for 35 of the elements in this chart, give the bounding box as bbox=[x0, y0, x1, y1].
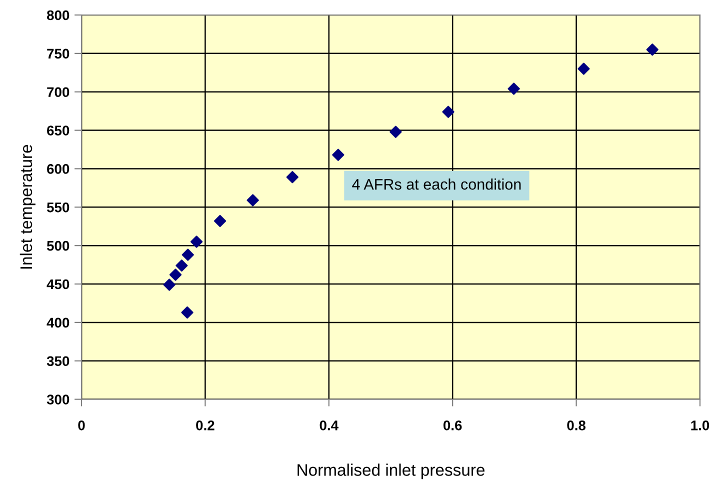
point bbox=[214, 214, 226, 228]
x-tick-label: 0.4 bbox=[320, 420, 338, 430]
y-axis-title: Inlet temperature bbox=[20, 144, 36, 269]
y-tick-label: 800 bbox=[46, 10, 70, 20]
y-tick-label: 450 bbox=[46, 279, 70, 290]
x-tick-label: 1.0 bbox=[691, 420, 710, 430]
point bbox=[176, 259, 188, 272]
y-tick-label: 500 bbox=[46, 240, 70, 251]
y-tick-label: 550 bbox=[46, 202, 70, 212]
point bbox=[182, 248, 194, 261]
x-tick-label: 0.8 bbox=[567, 420, 586, 430]
x-tick-label: 0 bbox=[78, 420, 85, 430]
point bbox=[190, 236, 203, 248]
point bbox=[246, 194, 259, 206]
point bbox=[181, 306, 194, 319]
point bbox=[169, 268, 182, 281]
y-tick-label: 600 bbox=[47, 164, 70, 174]
point bbox=[286, 171, 298, 184]
x-tick-label: 0.2 bbox=[196, 420, 214, 430]
x-tick-label: 0.6 bbox=[443, 420, 462, 430]
y-tick-label: 350 bbox=[46, 356, 70, 366]
y-tick-label: 750 bbox=[47, 48, 70, 59]
x-axis-title: Normalised inlet pressure bbox=[298, 464, 484, 480]
point bbox=[578, 62, 590, 75]
y-tick-label: 650 bbox=[47, 126, 70, 136]
point bbox=[646, 44, 658, 56]
point bbox=[508, 82, 520, 95]
annotation: 4 AFRs at each condition bbox=[352, 178, 521, 190]
y-tick-label: 300 bbox=[46, 394, 70, 404]
point bbox=[390, 126, 402, 138]
y-tick-label: 400 bbox=[46, 318, 70, 328]
point bbox=[442, 106, 454, 118]
y-tick-label: 700 bbox=[47, 87, 70, 98]
point bbox=[332, 148, 344, 161]
point bbox=[163, 278, 176, 291]
